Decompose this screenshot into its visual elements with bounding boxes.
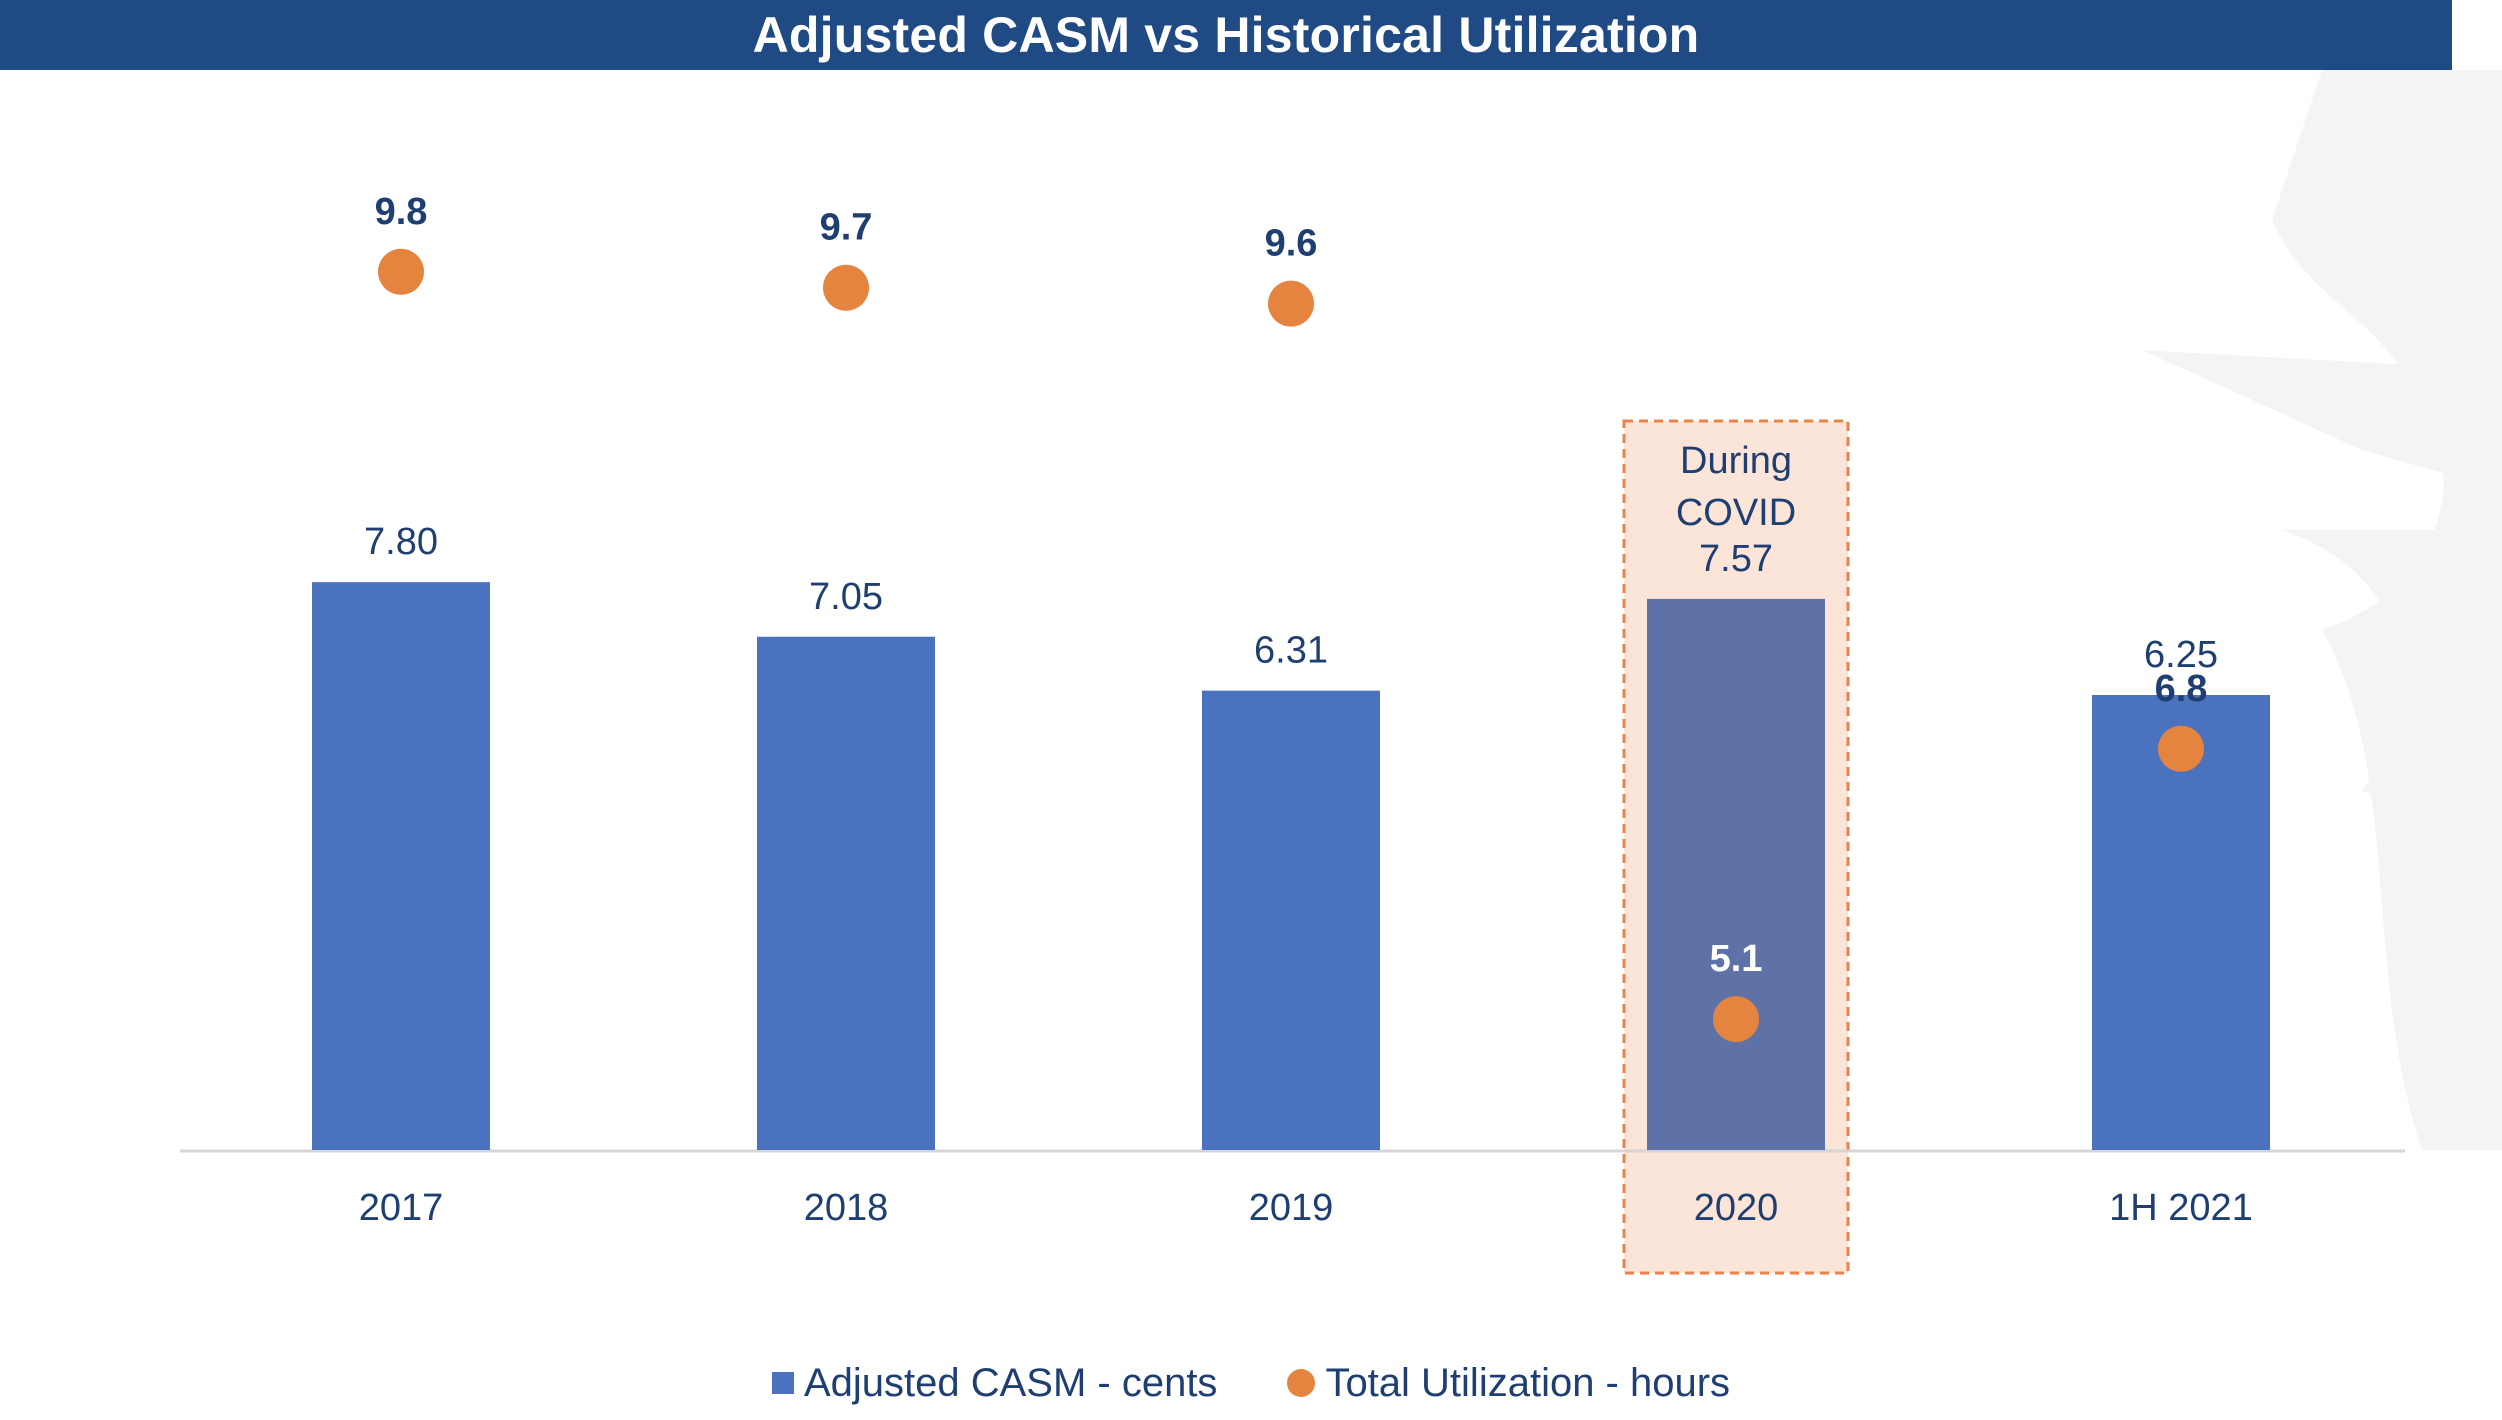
legend-item-adjusted-casm: Adjusted CASM - cents bbox=[771, 1360, 1218, 1406]
bar-label: 6.31 bbox=[1254, 630, 1328, 672]
bar-label: 7.57 bbox=[1699, 538, 1773, 580]
annotation-during: During bbox=[1680, 440, 1792, 482]
dot-label: 9.6 bbox=[1265, 223, 1318, 265]
chart-title: Adjusted CASM vs Historical Utilization bbox=[752, 7, 1700, 63]
dot-label: 5.1 bbox=[1710, 938, 1763, 980]
annotation-covid: COVID bbox=[1676, 492, 1796, 534]
utilization-dot bbox=[2158, 725, 2204, 772]
bar-2020 bbox=[1647, 598, 1825, 1150]
utilization-dot bbox=[1713, 996, 1759, 1043]
x-tick-label: 1H 2021 bbox=[2109, 1187, 2253, 1229]
x-tick-label: 2017 bbox=[359, 1187, 444, 1229]
bar-2017 bbox=[312, 582, 490, 1150]
bar-2019 bbox=[1202, 690, 1380, 1150]
title-bar: Adjusted CASM vs Historical Utilization bbox=[0, 0, 2452, 70]
utilization-dot bbox=[823, 264, 869, 311]
bar-label: 6.25 bbox=[2144, 634, 2218, 676]
dot-label: 9.7 bbox=[820, 207, 873, 249]
x-tick-label: 2020 bbox=[1694, 1187, 1779, 1229]
utilization-dot bbox=[378, 248, 424, 295]
x-tick-label: 2018 bbox=[804, 1187, 889, 1229]
legend-label-total-utilization: Total Utilization - hours bbox=[1325, 1360, 1731, 1405]
legend-item-total-utilization: Total Utilization - hours bbox=[1287, 1361, 1730, 1406]
x-tick-label: 2019 bbox=[1249, 1187, 1334, 1229]
background-watermark-logo bbox=[2142, 70, 2502, 1150]
dot-label: 6.8 bbox=[2155, 668, 2208, 710]
legend-swatch-bar bbox=[771, 1372, 794, 1394]
legend: Adjusted CASM - cents Total Utilization … bbox=[0, 1358, 2502, 1408]
legend-label-adjusted-casm: Adjusted CASM - cents bbox=[803, 1360, 1218, 1405]
legend-swatch-dot bbox=[1287, 1369, 1316, 1397]
bar-2018 bbox=[757, 636, 935, 1150]
dot-label: 9.8 bbox=[375, 191, 428, 233]
utilization-dot bbox=[1268, 280, 1314, 327]
bar-label: 7.05 bbox=[809, 576, 883, 618]
bar-label: 7.80 bbox=[364, 521, 438, 563]
